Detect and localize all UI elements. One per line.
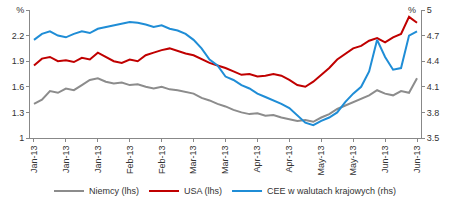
svg-text:%: % <box>16 5 24 15</box>
svg-text:4.1: 4.1 <box>427 82 440 92</box>
svg-text:1.3: 1.3 <box>12 108 25 118</box>
svg-text:1.6: 1.6 <box>12 82 25 92</box>
svg-text:3.5: 3.5 <box>427 133 440 143</box>
svg-text:Feb-13: Feb-13 <box>157 146 167 175</box>
svg-text:Jun-13: Jun-13 <box>380 146 390 174</box>
svg-text:Mar-13: Mar-13 <box>189 146 199 175</box>
svg-text:Jan-13: Jan-13 <box>29 146 39 174</box>
svg-text:%: % <box>408 5 416 15</box>
svg-text:5: 5 <box>427 5 432 15</box>
svg-text:CEE w walutach krajowych (rhs): CEE w walutach krajowych (rhs) <box>267 186 396 196</box>
svg-text:Jan-13: Jan-13 <box>61 146 71 174</box>
svg-text:Feb-13: Feb-13 <box>125 146 135 175</box>
svg-text:2.2: 2.2 <box>12 31 25 41</box>
svg-text:Niemcy (lhs): Niemcy (lhs) <box>89 186 139 196</box>
svg-text:Apr-13: Apr-13 <box>252 146 262 173</box>
svg-text:Jan-13: Jan-13 <box>93 146 103 174</box>
svg-text:USA (lhs): USA (lhs) <box>184 186 222 196</box>
svg-text:May-13: May-13 <box>348 146 358 176</box>
svg-text:1: 1 <box>19 133 24 143</box>
svg-text:1.9: 1.9 <box>12 56 25 66</box>
svg-text:4.7: 4.7 <box>427 31 440 41</box>
svg-text:Apr-13: Apr-13 <box>284 146 294 173</box>
svg-text:4.4: 4.4 <box>427 56 440 66</box>
svg-text:Jun-13: Jun-13 <box>412 146 422 174</box>
svg-text:3.8: 3.8 <box>427 108 440 118</box>
svg-text:Mar-13: Mar-13 <box>220 146 230 175</box>
svg-text:May-13: May-13 <box>316 146 326 176</box>
